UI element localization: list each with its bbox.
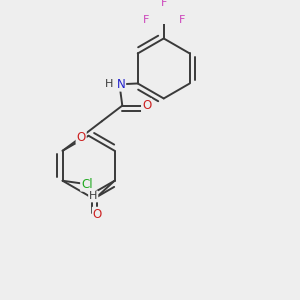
Text: Cl: Cl (81, 178, 93, 191)
Text: O: O (142, 99, 151, 112)
Text: H: H (105, 79, 113, 89)
Text: F: F (178, 16, 185, 26)
Text: O: O (93, 208, 102, 221)
Text: F: F (160, 0, 167, 8)
Text: F: F (142, 16, 149, 26)
Text: N: N (116, 78, 125, 91)
Text: H: H (89, 191, 98, 202)
Text: O: O (76, 130, 86, 143)
